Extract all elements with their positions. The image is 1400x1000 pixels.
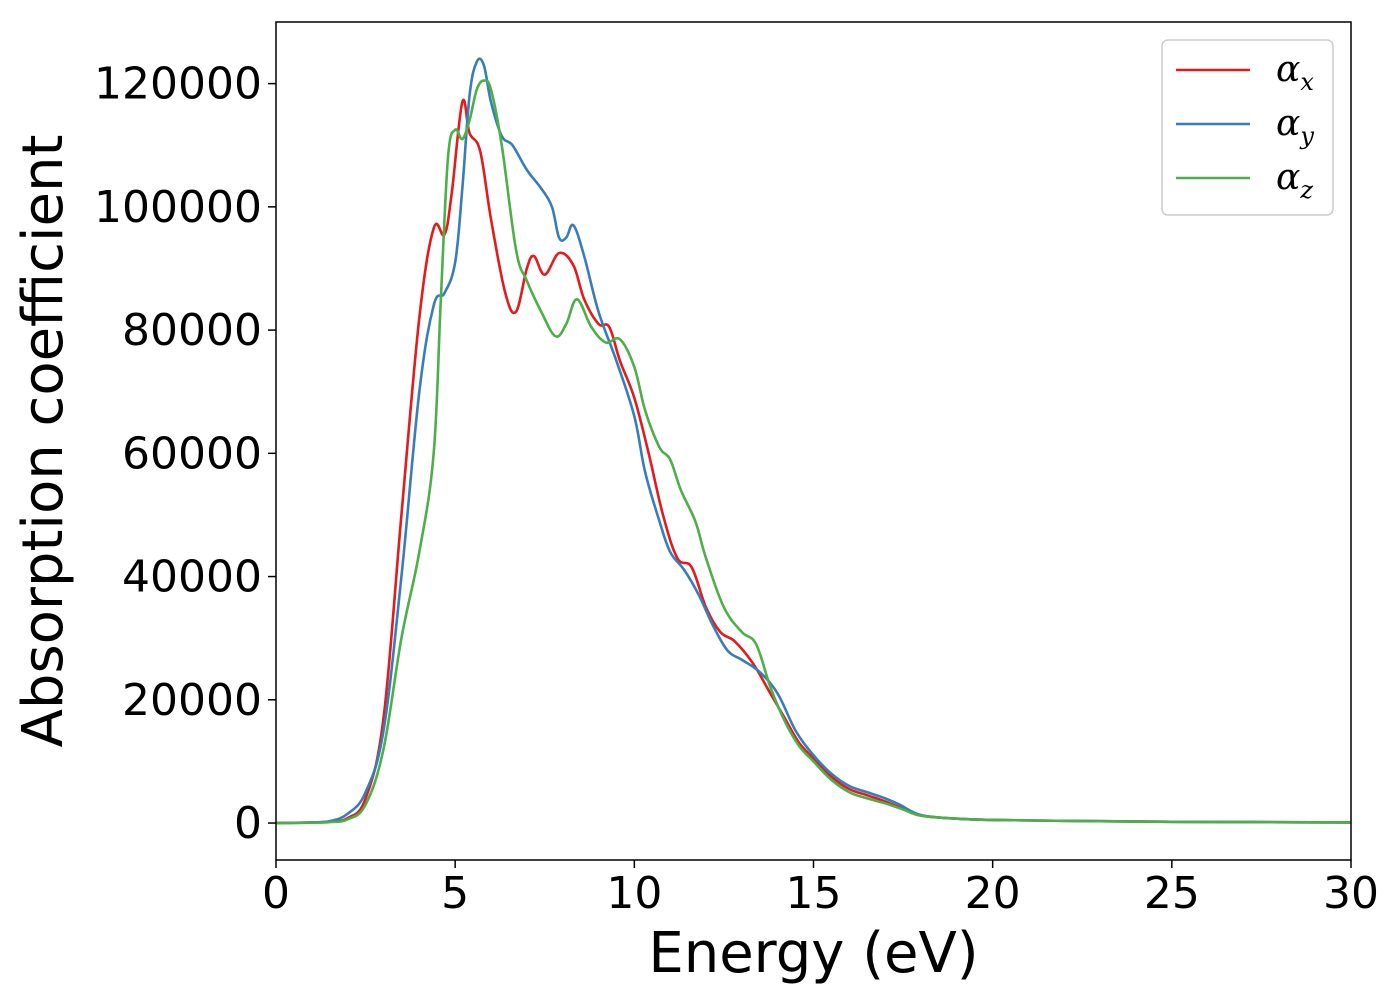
series-layer [276, 57, 1351, 825]
series-line-alpha-x [276, 98, 1351, 825]
x-axis: 0 5 10 15 20 25 30 [262, 860, 1379, 919]
x-axis-label: Energy (eV) [648, 921, 978, 986]
legend-label: αy [1276, 103, 1314, 150]
series-line-alpha-y [276, 57, 1351, 825]
x-tick-label: 15 [786, 868, 842, 919]
y-tick-label: 20000 [122, 675, 262, 726]
y-tick-label: 60000 [122, 428, 262, 479]
series-line-alpha-z [276, 79, 1351, 825]
y-axis-label: Absorption coefficient [11, 135, 76, 748]
y-tick-label: 40000 [122, 552, 262, 603]
legend-entry-alpha-x: αx [1176, 49, 1314, 96]
x-tick-label: 10 [606, 868, 662, 919]
x-tick-label: 30 [1323, 868, 1379, 919]
y-tick-label: 120000 [94, 59, 262, 110]
x-tick-label: 25 [1144, 868, 1200, 919]
y-tick-label: 0 [234, 798, 262, 849]
x-tick-label: 0 [262, 868, 290, 919]
y-axis: 0 20000 40000 60000 80000 100000 120000 [94, 59, 276, 849]
legend-label: αx [1276, 49, 1314, 96]
legend: αx αy αz [1161, 39, 1334, 216]
legend-entry-alpha-y: αy [1176, 103, 1314, 150]
y-tick-label: 80000 [122, 305, 262, 356]
y-tick-label: 100000 [94, 182, 262, 233]
legend-label: αz [1276, 157, 1313, 204]
x-tick-label: 20 [965, 868, 1021, 919]
legend-entry-alpha-z: αz [1176, 157, 1313, 204]
x-tick-label: 5 [441, 868, 469, 919]
legend-box [1161, 39, 1334, 216]
